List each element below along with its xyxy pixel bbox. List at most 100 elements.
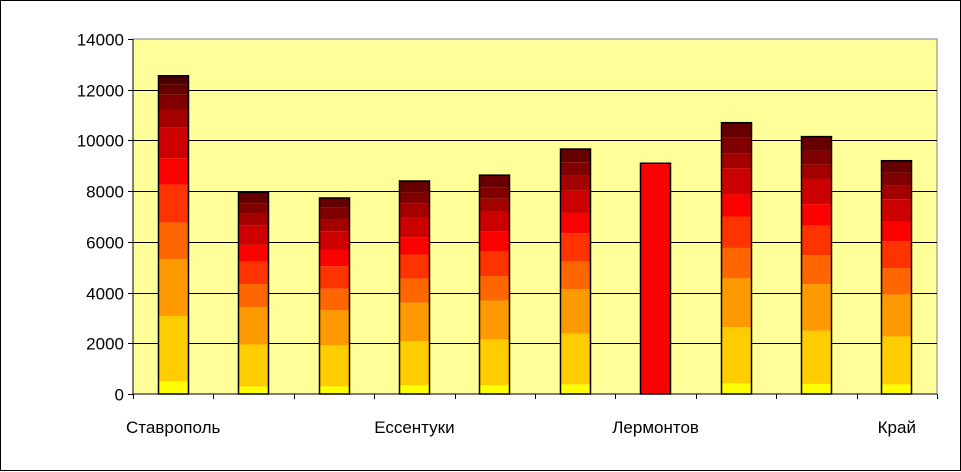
bar-stack	[639, 162, 672, 395]
bar-stack	[478, 174, 511, 395]
bar-segment	[319, 345, 350, 387]
bar-segment	[399, 237, 430, 255]
bar-stack	[398, 180, 431, 395]
bar-segment	[238, 261, 269, 285]
y-tick-label: 14000	[77, 31, 124, 50]
bar-segment	[721, 137, 752, 154]
bar-segment	[238, 213, 269, 226]
bar-segment	[319, 207, 350, 220]
bar-segment	[801, 255, 832, 285]
bar-segment	[479, 250, 510, 277]
bar-segment	[801, 383, 832, 394]
y-tick-label: 6000	[86, 234, 124, 253]
bar-segment	[560, 175, 591, 191]
bar-segment	[319, 219, 350, 232]
bar-segment	[721, 247, 752, 279]
bar-segment	[560, 384, 591, 394]
y-tick-label: 0	[115, 386, 124, 405]
bar-stack	[318, 197, 351, 395]
bar-stack	[720, 121, 753, 395]
bar-segment	[158, 184, 189, 223]
bar-segment	[560, 149, 591, 163]
bar-segment	[158, 94, 189, 110]
bar-segment	[721, 278, 752, 328]
bar-segment	[560, 212, 591, 234]
bar-segment	[801, 330, 832, 384]
bar-segment	[721, 383, 752, 394]
bar-segment	[399, 192, 430, 204]
bar-segment	[801, 284, 832, 331]
bar-segment	[158, 259, 189, 316]
bar-segment	[319, 386, 350, 394]
bar-segment	[158, 127, 189, 159]
bar-segment	[801, 204, 832, 226]
bar-segment	[640, 163, 671, 394]
y-tick-label: 2000	[86, 335, 124, 354]
bar-stack	[157, 75, 190, 395]
bar-segment	[399, 341, 430, 386]
bar-segment	[801, 136, 832, 151]
bar-segment	[238, 307, 269, 345]
bar-segment	[801, 178, 832, 205]
bar-segment	[560, 289, 591, 334]
bar-segment	[479, 276, 510, 301]
bar-segment	[560, 233, 591, 262]
bar-segment	[881, 384, 912, 394]
bar-segment	[399, 278, 430, 303]
y-axis-ticks: 0 2000 4000 6000 8000 10000 12000 14000	[77, 31, 133, 405]
bar-segment	[560, 333, 591, 385]
bar-segment	[881, 268, 912, 295]
bar-segment	[479, 300, 510, 340]
bar-segment	[238, 203, 269, 214]
bar-segment	[319, 231, 350, 250]
bar-segment	[399, 217, 430, 238]
x-tick-label: Лермонтов	[612, 418, 699, 437]
bar-segment	[399, 302, 430, 342]
bar-segment	[881, 241, 912, 269]
bar-segment	[479, 385, 510, 394]
bar-segment	[801, 150, 832, 165]
bar-segment	[801, 225, 832, 256]
bar-segment	[881, 160, 912, 173]
bar-segment	[479, 175, 510, 188]
bar-segment	[881, 172, 912, 186]
bar-stack	[559, 148, 592, 395]
bar-segment	[399, 181, 430, 193]
bar-segment	[238, 244, 269, 262]
bar-segment	[158, 75, 189, 85]
x-tick-label: Ессентуки	[374, 418, 454, 437]
bar-stack	[880, 159, 913, 395]
bar-segment	[158, 110, 189, 128]
bar-segment	[399, 203, 430, 218]
bar-segment	[238, 386, 269, 394]
bar-segment	[801, 164, 832, 179]
bar-segment	[479, 231, 510, 251]
bar-segment	[721, 327, 752, 384]
bar-segment	[479, 187, 510, 199]
bar-segment	[721, 194, 752, 217]
bar-segment	[560, 261, 591, 290]
bar-segment	[479, 339, 510, 386]
bars	[157, 75, 913, 395]
bar-segment	[158, 381, 189, 394]
bar-segment	[399, 385, 430, 394]
bar-stack	[237, 191, 270, 395]
bar-segment	[721, 168, 752, 195]
bar-segment	[560, 190, 591, 213]
x-tick-label: Край	[878, 418, 916, 437]
bar-segment	[158, 84, 189, 95]
y-tick-label: 8000	[86, 183, 124, 202]
bar-segment	[881, 185, 912, 200]
y-tick-label: 4000	[86, 285, 124, 304]
bar-segment	[319, 288, 350, 311]
bar-segment	[319, 266, 350, 289]
bar-segment	[721, 216, 752, 248]
bar-segment	[319, 249, 350, 267]
bar-segment	[721, 122, 752, 138]
bar-segment	[881, 221, 912, 242]
y-tick-label: 12000	[77, 82, 124, 101]
bar-segment	[238, 344, 269, 387]
bar-segment	[158, 158, 189, 185]
